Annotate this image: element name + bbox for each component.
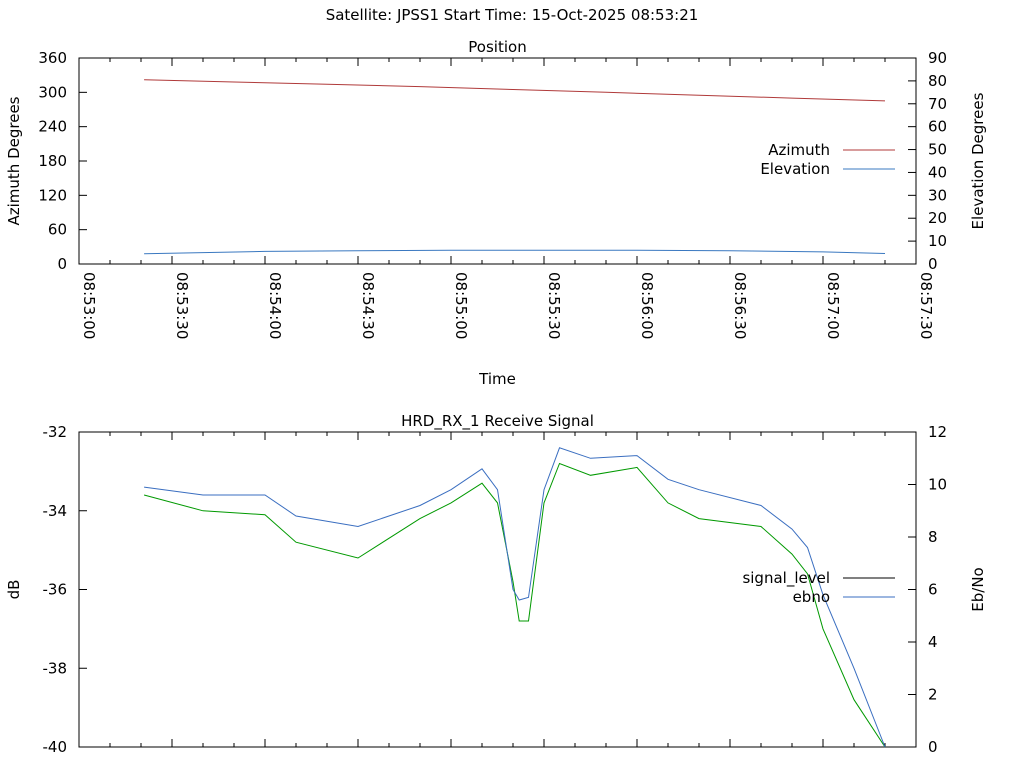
y2-tick-label: 10 xyxy=(928,476,947,494)
y2-tick-label: 70 xyxy=(928,95,947,113)
y-axis-label: dB xyxy=(5,580,23,600)
x-tick-label: 08:55:30 xyxy=(545,272,563,339)
x-tick-label: 08:54:00 xyxy=(266,272,284,339)
chart-main-title: Satellite: JPSS1 Start Time: 15-Oct-2025… xyxy=(325,6,699,24)
y2-tick-label: 12 xyxy=(928,423,947,441)
series-line-azimuth xyxy=(144,79,886,102)
y2-tick-label: 60 xyxy=(928,118,947,136)
x-tick-label: 08:55:00 xyxy=(452,272,470,339)
y-tick-label: 0 xyxy=(57,255,67,273)
y-tick-label: 360 xyxy=(38,49,67,67)
chart-title: HRD_RX_1 Receive Signal xyxy=(401,412,594,431)
x-axis-label: Time xyxy=(478,370,516,388)
y2-tick-label: 50 xyxy=(928,141,947,159)
y2-axis-label: Eb/No xyxy=(969,567,987,611)
y2-tick-label: 2 xyxy=(928,686,938,704)
y-tick-label: -40 xyxy=(43,738,68,756)
chart-title: Position xyxy=(468,38,526,56)
y-tick-label: 60 xyxy=(48,221,67,239)
y-tick-label: 240 xyxy=(38,118,67,136)
y-axis-label: Azimuth Degrees xyxy=(5,96,23,225)
y-tick-label: -34 xyxy=(43,502,68,520)
y2-tick-label: 90 xyxy=(928,49,947,67)
series-line-elevation xyxy=(144,249,886,255)
y2-tick-label: 30 xyxy=(928,186,947,204)
legend-label: Elevation xyxy=(760,160,830,178)
y2-tick-label: 4 xyxy=(928,633,938,651)
y-tick-label: -38 xyxy=(43,659,68,677)
y-tick-label: -36 xyxy=(43,581,68,599)
y2-tick-label: 80 xyxy=(928,72,947,90)
legend-label: signal_level xyxy=(742,569,830,588)
y2-tick-label: 20 xyxy=(928,209,947,227)
y2-tick-label: 6 xyxy=(928,581,938,599)
y-tick-label: -32 xyxy=(43,423,68,441)
y2-tick-label: 10 xyxy=(928,232,947,250)
x-tick-label: 08:53:00 xyxy=(80,272,98,339)
y2-tick-label: 0 xyxy=(928,255,938,273)
series-line-signal-level xyxy=(143,462,886,748)
x-tick-label: 08:56:00 xyxy=(638,272,656,339)
y-tick-label: 180 xyxy=(38,152,67,170)
x-tick-label: 08:57:00 xyxy=(824,272,842,339)
y2-axis-label: Elevation Degrees xyxy=(969,92,987,229)
legend-label: ebno xyxy=(793,588,830,606)
x-tick-label: 08:53:30 xyxy=(173,272,191,339)
x-tick-label: 08:57:30 xyxy=(917,272,935,339)
y2-tick-label: 0 xyxy=(928,738,938,756)
legend-label: Azimuth xyxy=(768,141,830,159)
y2-tick-label: 40 xyxy=(928,163,947,181)
y-tick-label: 120 xyxy=(38,186,67,204)
series-line-ebno xyxy=(144,447,886,748)
x-tick-label: 08:54:30 xyxy=(359,272,377,339)
y2-tick-label: 8 xyxy=(928,528,938,546)
plot-frame xyxy=(78,431,917,748)
y-tick-label: 300 xyxy=(38,83,67,101)
x-tick-label: 08:56:30 xyxy=(731,272,749,339)
